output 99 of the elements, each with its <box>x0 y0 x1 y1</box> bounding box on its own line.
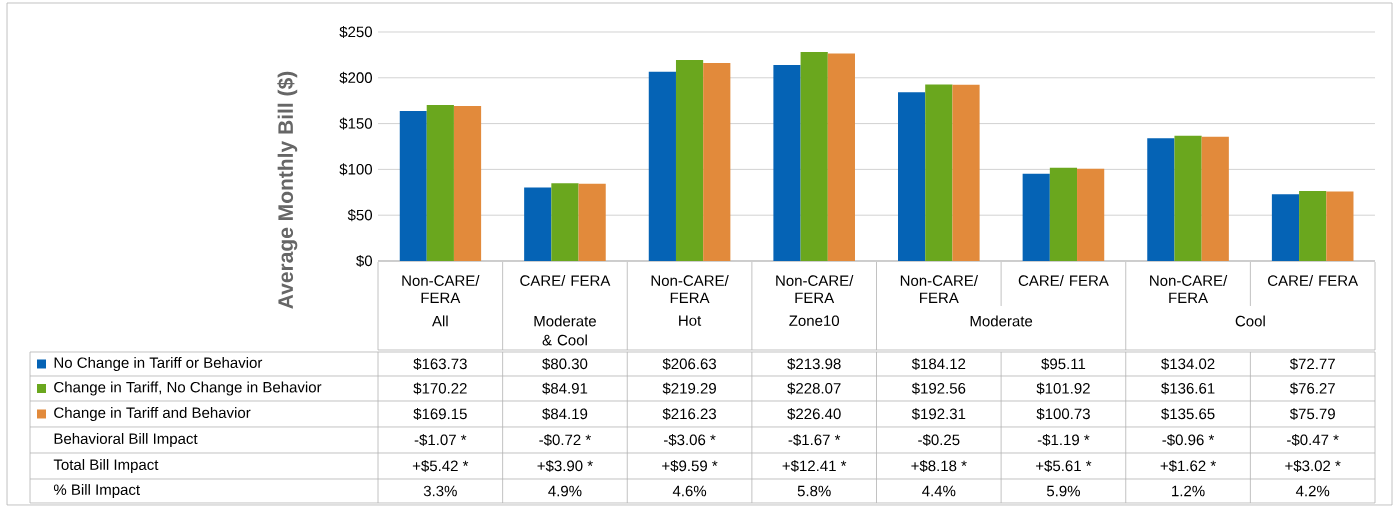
bar <box>1326 191 1354 261</box>
text: Hot <box>679 315 702 326</box>
data-label: $219.29 <box>662 382 716 395</box>
y-tick-label: $100 <box>339 163 373 176</box>
text: +$8.18 * <box>911 459 967 473</box>
text: 4.4% <box>922 485 956 497</box>
text: -$0.47 * <box>1287 433 1339 447</box>
bar <box>952 84 980 261</box>
bar <box>1147 138 1175 261</box>
data-label: $136.61 <box>1161 382 1215 395</box>
text: 4.6% <box>672 485 707 497</box>
bar <box>1049 167 1078 261</box>
data-label: $84.91 <box>542 382 588 395</box>
data-label: $100.73 <box>1036 407 1090 421</box>
bar <box>827 53 855 261</box>
data-label: $226.40 <box>787 407 841 421</box>
text: +$1.62 * <box>1160 459 1216 473</box>
data-label: $213.98 <box>787 357 841 371</box>
text: 4.9% <box>548 485 582 497</box>
bar <box>800 52 828 261</box>
bar <box>773 64 801 261</box>
text: -$0.72 * <box>539 433 591 447</box>
text: +$3.90 * <box>537 459 593 473</box>
bar <box>925 84 953 261</box>
data-label: $75.79 <box>1289 407 1335 421</box>
bar <box>648 71 676 261</box>
text: +$3.02 * <box>1285 459 1341 473</box>
text: Moderate <box>970 315 1033 327</box>
y-axis-title: Average Monthly Bill ($) <box>277 71 298 309</box>
legend-label: Change in Tariff, No Change in Behavior <box>54 381 322 396</box>
text: -$0.96 * <box>1162 433 1215 447</box>
text: Behavioral Bill Impact <box>54 433 198 447</box>
text: 4.2% <box>1295 485 1330 497</box>
bar <box>399 111 427 261</box>
bar <box>1201 136 1229 261</box>
data-label: $72.77 <box>1289 357 1335 371</box>
text: % Bill Impact <box>53 484 140 498</box>
data-label: $192.31 <box>911 407 966 421</box>
text: Total Bill Impact <box>53 459 159 473</box>
bar <box>551 183 579 261</box>
bar <box>675 60 704 261</box>
text: All <box>432 315 448 327</box>
text: +$12.41 * <box>782 459 847 473</box>
x-tick-label: CARE/ FERA <box>1268 274 1359 286</box>
data-label: $206.63 <box>662 357 717 371</box>
text: -$1.07 * <box>414 433 467 447</box>
text: +$5.42 * <box>412 459 469 473</box>
text: Zone10 <box>789 315 840 327</box>
x-tick-label: Non-CARE/ FERA <box>900 274 978 303</box>
data-label: $76.27 <box>1289 382 1335 395</box>
data-label: $95.11 <box>1041 357 1086 371</box>
y-tick-label: $250 <box>339 25 373 39</box>
x-tick-label: Non-CARE/ FERA <box>776 274 854 303</box>
bar <box>1299 191 1327 261</box>
x-tick-label: CARE/ FERA <box>520 274 611 286</box>
y-tick-label: $200 <box>339 71 373 84</box>
data-label: $80.30 <box>542 357 588 371</box>
y-tick-label: $0 <box>356 254 373 268</box>
y-tick-label: $150 <box>339 117 373 130</box>
bar <box>703 62 731 261</box>
bar <box>1271 194 1300 261</box>
data-label: $169.15 <box>413 407 467 421</box>
data-label: $163.73 <box>413 357 467 371</box>
bar <box>1174 135 1202 261</box>
x-tick-label: Non-CARE/ FERA <box>1150 274 1228 303</box>
bar <box>453 106 482 261</box>
bar <box>578 183 606 261</box>
data-label: $135.65 <box>1161 407 1215 421</box>
bar <box>426 105 454 261</box>
text: Moderate & Cool <box>534 315 596 346</box>
y-tick-label: $50 <box>347 209 373 222</box>
data-label: $101.92 <box>1036 382 1090 395</box>
x-tick-label: Non-CARE/ FERA <box>651 274 729 303</box>
data-label: $228.07 <box>787 382 841 395</box>
text: 5.9% <box>1046 485 1080 497</box>
data-label: $216.23 <box>662 407 717 421</box>
bar <box>1077 168 1105 261</box>
legend-label: Change in Tariff and Behavior <box>54 407 251 421</box>
data-label: $184.12 <box>911 357 966 371</box>
text: +$5.61 * <box>1036 459 1092 473</box>
bar <box>1022 173 1050 261</box>
bar <box>524 187 552 261</box>
text: -$3.06 * <box>663 433 716 447</box>
x-tick-label: Non-CARE/ FERA <box>402 274 480 303</box>
data-label: $134.02 <box>1161 357 1215 371</box>
text: 5.8% <box>797 485 831 497</box>
text: -$0.25 <box>918 433 960 447</box>
legend-label: No Change in Tariff or Behavior <box>54 357 263 371</box>
text: -$1.19 * <box>1037 433 1090 447</box>
text: +$9.59 * <box>662 459 718 473</box>
data-label: $170.22 <box>413 382 467 395</box>
data-label: $84.19 <box>542 407 588 421</box>
text: 1.2% <box>1172 485 1205 497</box>
x-tick-label: CARE/ FERA <box>1018 274 1109 286</box>
text: -$1.67 * <box>788 433 841 447</box>
text: 3.3% <box>423 485 457 497</box>
data-label: $192.56 <box>911 382 966 395</box>
bar <box>898 92 926 261</box>
text: Cool <box>1235 315 1265 327</box>
